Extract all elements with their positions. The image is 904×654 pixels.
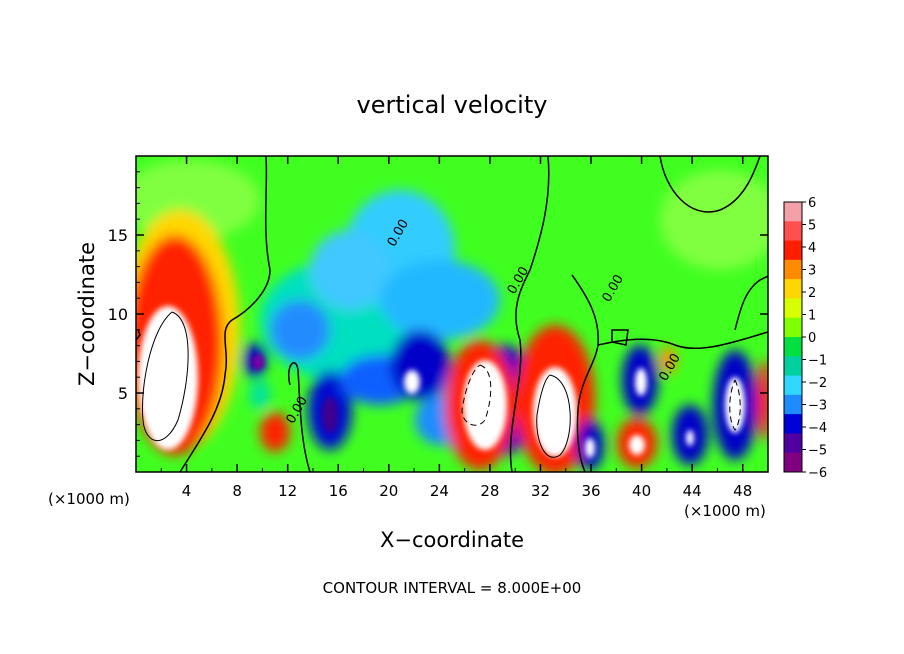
x-tick-label: 48 (733, 482, 752, 500)
field-region (660, 346, 676, 374)
colorbar-swatch (784, 375, 802, 396)
colorbar-swatch (784, 298, 802, 319)
y-tick-label: 10 (108, 305, 128, 324)
x-tick-label: 32 (531, 482, 550, 500)
y-tick-label: 15 (108, 226, 128, 245)
x-axis-label: X−coordinate (380, 528, 524, 552)
field-core (252, 354, 264, 370)
field-core (533, 367, 577, 457)
field-region (310, 230, 390, 310)
colorbar-swatch (784, 259, 802, 280)
field-core (585, 438, 595, 458)
contour-interval-note: CONTOUR INTERVAL = 8.000E+00 (323, 579, 582, 597)
contour-line (729, 379, 741, 431)
y-axis-label: Z−coordinate (75, 242, 99, 386)
contour-line (509, 156, 550, 472)
contour-line (288, 362, 311, 472)
x-tick-label: 36 (581, 482, 600, 500)
x-axis-ticks: 4 8 12 16 20 24 28 32 36 40 44 48 (160, 156, 752, 500)
y-axis-ticks: 5 10 15 (108, 171, 768, 457)
velocity-field (136, 156, 768, 472)
contour-lines (136, 156, 768, 472)
colorbar-label: −5 (808, 444, 827, 459)
colorbar-label: 1 (808, 309, 816, 324)
colorbar-swatch (784, 317, 802, 338)
contour-core-lines (461, 364, 741, 431)
field-core (635, 368, 647, 396)
field-region (380, 260, 500, 340)
chart-title: vertical velocity (357, 91, 548, 119)
x-tick-label: 44 (683, 482, 702, 500)
field-core (725, 377, 745, 433)
colorbar: 6 5 4 3 2 1 0 −1 −2 −3 −4 −5 −6 (783, 196, 827, 481)
colorbar-label: 0 (808, 331, 816, 346)
colorbar-label: 5 (808, 219, 816, 234)
field-region (660, 170, 768, 270)
field-core (629, 435, 645, 455)
colorbar-label: 6 (808, 196, 816, 211)
x-tick-label: 28 (480, 482, 499, 500)
colorbar-swatch (784, 414, 802, 434)
contour-line (142, 311, 189, 442)
contour-line (734, 275, 768, 331)
x-tick-label: 24 (430, 482, 449, 500)
colorbar-label: 2 (808, 286, 816, 301)
field-core (686, 430, 694, 446)
x-tick-label: 8 (232, 482, 242, 500)
contour-line (597, 331, 768, 350)
colorbar-label: −6 (808, 466, 827, 481)
contour-line (659, 156, 761, 213)
colorbar-swatch (784, 394, 802, 415)
contour-core-lines (142, 311, 571, 458)
colorbar-label: −2 (808, 376, 827, 391)
colorbar-label: −1 (808, 354, 827, 369)
colorbar-swatch (784, 221, 802, 242)
x-unit-right: (×1000 m) (684, 502, 766, 520)
x-unit-left: (×1000 m) (48, 490, 130, 508)
colorbar-label: 3 (808, 264, 816, 279)
field-region (390, 330, 450, 400)
contour-line (461, 364, 492, 426)
y-tick-label: 5 (118, 384, 128, 403)
contour-line (179, 156, 271, 472)
field-region (260, 412, 290, 452)
x-tick-label: 40 (632, 482, 651, 500)
colorbar-label: −3 (808, 399, 827, 414)
contour-line (536, 374, 571, 458)
field-core (138, 306, 198, 450)
x-tick-label: 12 (278, 482, 297, 500)
x-tick-label: 20 (379, 482, 398, 500)
colorbar-label: 4 (808, 241, 816, 256)
field-region (757, 360, 768, 440)
colorbar-swatch (784, 452, 802, 473)
colorbar-swatch (784, 356, 802, 377)
x-tick-label: 4 (182, 482, 192, 500)
field-core (463, 360, 507, 450)
colorbar-label: −4 (808, 421, 827, 436)
x-tick-label: 16 (329, 482, 348, 500)
colorbar-swatch (784, 202, 802, 222)
contour-line (571, 274, 599, 472)
colorbar-swatch (784, 433, 802, 454)
colorbar-swatch (784, 240, 802, 261)
field-region (250, 380, 270, 410)
field-core (322, 397, 338, 433)
colorbar-swatch (784, 279, 802, 299)
field-region (270, 300, 330, 360)
contour-line (611, 329, 629, 346)
contour-line (136, 329, 141, 341)
field-core (404, 370, 420, 394)
colorbar-swatch (784, 337, 802, 357)
